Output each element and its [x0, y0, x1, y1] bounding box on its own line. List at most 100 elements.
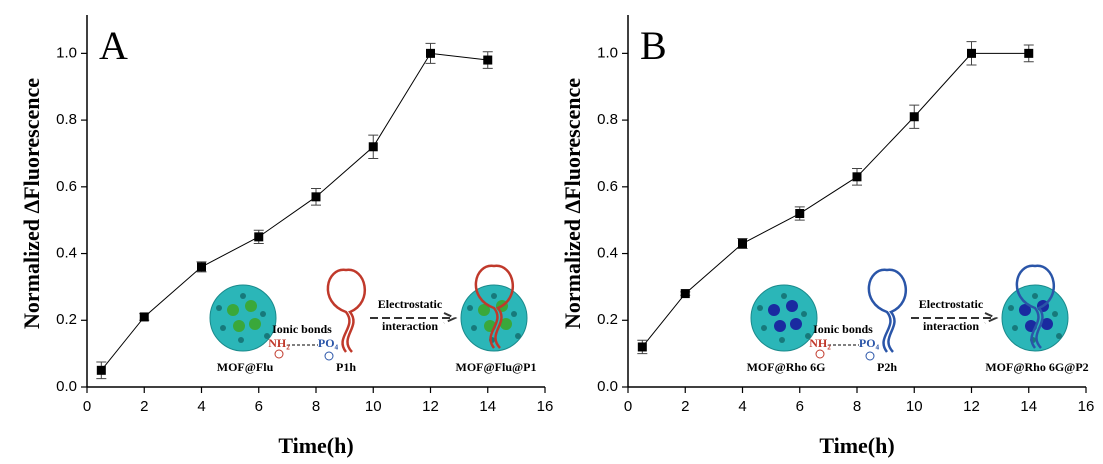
mof-pore	[216, 305, 222, 311]
mof-pore	[757, 305, 763, 311]
mof-pore	[491, 293, 497, 299]
y-tick-label: 0.2	[56, 311, 77, 328]
marker	[369, 142, 378, 151]
mof-pore	[515, 333, 521, 339]
x-tick-label: 12	[963, 398, 980, 415]
x-tick-label: 2	[140, 398, 148, 415]
mof-core	[245, 300, 257, 312]
x-tick-label: 14	[1020, 398, 1037, 415]
x-tick-label: 8	[853, 398, 861, 415]
marker	[967, 49, 976, 58]
x-tick-label: 10	[906, 398, 923, 415]
x-tick-label: 2	[681, 398, 689, 415]
y-tick-label: 0.4	[56, 245, 77, 262]
y-tick-label: 0.4	[597, 245, 618, 262]
marker	[853, 172, 862, 181]
mof-pore	[801, 311, 807, 317]
x-tick-label: 6	[796, 398, 804, 415]
process-label: Electrostatic	[919, 297, 984, 311]
mof-core	[768, 304, 780, 316]
bond-label: Ionic bonds	[272, 322, 332, 336]
mof-pore	[511, 311, 517, 317]
mof-pore	[260, 311, 266, 317]
bond-label: Ionic bonds	[813, 322, 873, 336]
panel-label: B	[640, 23, 667, 68]
figure: 0.0 0.2 0.4 0.6 0.8 1.0 0 2 4 6 8 10 12 14 16 Time(h) No…	[0, 0, 1103, 464]
process-label: interaction	[923, 319, 979, 333]
y-tick-label: 0.2	[597, 311, 618, 328]
marker	[140, 312, 149, 321]
mof-pore	[1012, 325, 1018, 331]
marker	[483, 56, 492, 65]
x-tick-label: 8	[312, 398, 320, 415]
mof-core	[774, 320, 786, 332]
y-tick-label: 0.0	[56, 378, 77, 395]
y-tick-label: 0.6	[597, 178, 618, 195]
x-tick-label: 4	[197, 398, 205, 415]
minus-sign	[866, 352, 874, 360]
marker	[738, 239, 747, 248]
marker	[312, 192, 321, 201]
y-tick-label: 0.6	[56, 178, 77, 195]
mof-pore	[471, 325, 477, 331]
marker	[795, 209, 804, 218]
x-axis-title: Time(h)	[278, 433, 353, 458]
plus-sign	[816, 350, 824, 358]
mof-label: MOF@Rho 6G	[747, 360, 826, 374]
process-label: interaction	[382, 319, 438, 333]
x-tick-label: 12	[422, 398, 439, 415]
x-tick-label: 0	[624, 398, 632, 415]
mof-pore	[1008, 305, 1014, 311]
phosphate-label: PO₄	[318, 336, 339, 350]
mof-pore	[240, 293, 246, 299]
x-tick-label: 4	[738, 398, 746, 415]
mof-pore	[1032, 293, 1038, 299]
mof-core	[233, 320, 245, 332]
mof-pore	[238, 337, 244, 343]
mof-core	[786, 300, 798, 312]
mof-pore	[779, 337, 785, 343]
mof-core	[227, 304, 239, 316]
y-tick-label: 0.8	[597, 111, 618, 128]
x-tick-label: 16	[1078, 398, 1095, 415]
panel-label: A	[99, 23, 128, 68]
marker	[426, 49, 435, 58]
marker	[197, 262, 206, 271]
x-tick-label: 14	[479, 398, 496, 415]
phosphate-label: PO₄	[859, 336, 880, 350]
x-axis-title: Time(h)	[819, 433, 894, 458]
y-axis-title: Normalized ΔFluorescence	[560, 78, 585, 329]
mof-pore	[1056, 333, 1062, 339]
y-axis-title: Normalized ΔFluorescence	[19, 78, 44, 329]
probe-label: P1h	[336, 360, 356, 374]
y-tick-label: 1.0	[56, 44, 77, 61]
y-tick-label: 0.0	[597, 378, 618, 395]
y-tick-label: 0.8	[56, 111, 77, 128]
x-tick-label: 0	[83, 398, 91, 415]
mof-pore	[761, 325, 767, 331]
mof-pore	[781, 293, 787, 299]
mof-pore	[220, 325, 226, 331]
marker	[1024, 49, 1033, 58]
x-tick-label: 6	[255, 398, 263, 415]
minus-sign	[325, 352, 333, 360]
mof-label: MOF@Flu	[217, 360, 274, 374]
marker	[681, 289, 690, 298]
plus-sign	[275, 350, 283, 358]
y-tick-label: 1.0	[597, 44, 618, 61]
product-label: MOF@Rho 6G@P2	[985, 360, 1088, 374]
mof-core	[790, 318, 802, 330]
mof-core	[249, 318, 261, 330]
marker	[910, 112, 919, 121]
marker	[638, 342, 647, 351]
marker	[97, 366, 106, 375]
x-tick-label: 16	[537, 398, 554, 415]
x-tick-label: 10	[365, 398, 382, 415]
probe-label: P2h	[877, 360, 897, 374]
process-label: Electrostatic	[378, 297, 443, 311]
product-label: MOF@Flu@P1	[456, 360, 537, 374]
mof-pore	[1052, 311, 1058, 317]
mof-pore	[467, 305, 473, 311]
